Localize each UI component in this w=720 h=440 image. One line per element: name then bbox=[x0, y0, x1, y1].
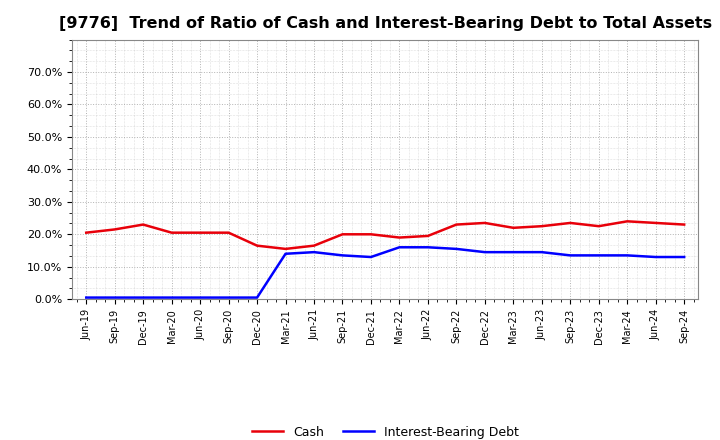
Interest-Bearing Debt bbox=[366, 254, 375, 260]
Cash bbox=[110, 227, 119, 232]
Cash bbox=[480, 220, 489, 226]
Cash bbox=[509, 225, 518, 231]
Cash bbox=[595, 224, 603, 229]
Cash bbox=[139, 222, 148, 227]
Cash bbox=[395, 235, 404, 240]
Interest-Bearing Debt bbox=[110, 295, 119, 300]
Interest-Bearing Debt bbox=[595, 253, 603, 258]
Cash bbox=[623, 219, 631, 224]
Interest-Bearing Debt bbox=[253, 295, 261, 300]
Cash bbox=[282, 246, 290, 252]
Interest-Bearing Debt bbox=[167, 295, 176, 300]
Interest-Bearing Debt bbox=[310, 249, 318, 255]
Cash bbox=[566, 220, 575, 226]
Cash bbox=[366, 231, 375, 237]
Interest-Bearing Debt bbox=[509, 249, 518, 255]
Cash bbox=[310, 243, 318, 248]
Cash bbox=[452, 222, 461, 227]
Interest-Bearing Debt bbox=[395, 245, 404, 250]
Interest-Bearing Debt bbox=[338, 253, 347, 258]
Interest-Bearing Debt bbox=[537, 249, 546, 255]
Cash bbox=[167, 230, 176, 235]
Cash bbox=[253, 243, 261, 248]
Interest-Bearing Debt bbox=[423, 245, 432, 250]
Interest-Bearing Debt bbox=[82, 295, 91, 300]
Cash bbox=[196, 230, 204, 235]
Interest-Bearing Debt bbox=[680, 254, 688, 260]
Interest-Bearing Debt bbox=[452, 246, 461, 252]
Cash bbox=[423, 233, 432, 238]
Interest-Bearing Debt bbox=[139, 295, 148, 300]
Interest-Bearing Debt bbox=[566, 253, 575, 258]
Legend: Cash, Interest-Bearing Debt: Cash, Interest-Bearing Debt bbox=[247, 421, 523, 440]
Cash bbox=[225, 230, 233, 235]
Line: Interest-Bearing Debt: Interest-Bearing Debt bbox=[86, 247, 684, 297]
Cash bbox=[652, 220, 660, 226]
Cash bbox=[537, 224, 546, 229]
Cash bbox=[680, 222, 688, 227]
Interest-Bearing Debt bbox=[623, 253, 631, 258]
Interest-Bearing Debt bbox=[225, 295, 233, 300]
Cash bbox=[82, 230, 91, 235]
Interest-Bearing Debt bbox=[480, 249, 489, 255]
Interest-Bearing Debt bbox=[282, 251, 290, 257]
Line: Cash: Cash bbox=[86, 221, 684, 249]
Title: [9776]  Trend of Ratio of Cash and Interest-Bearing Debt to Total Assets: [9776] Trend of Ratio of Cash and Intere… bbox=[58, 16, 712, 32]
Interest-Bearing Debt bbox=[652, 254, 660, 260]
Cash bbox=[338, 231, 347, 237]
Interest-Bearing Debt bbox=[196, 295, 204, 300]
